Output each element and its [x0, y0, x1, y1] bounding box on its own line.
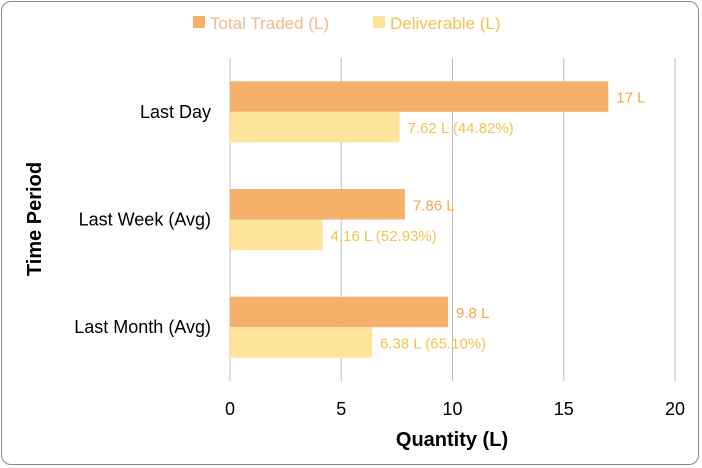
x-tick-label: 20: [665, 399, 685, 419]
x-tick-label: 0: [225, 399, 235, 419]
bar-deliverable: [230, 219, 323, 250]
y-tick-label: Last Month (Avg): [74, 317, 211, 337]
legend-swatch-deliverable: [373, 16, 385, 28]
bar-deliverable: [230, 327, 372, 358]
data-label: 4.16 L (52.93%): [331, 228, 437, 245]
data-label: 6.38 L (65.10%): [380, 335, 486, 352]
legend-swatch-total: [193, 16, 205, 28]
x-tick-label: 5: [336, 399, 346, 419]
bar-total-traded: [230, 296, 449, 328]
x-tick-label: 15: [554, 399, 574, 419]
legend: Total Traded (L) Deliverable (L): [193, 14, 501, 33]
x-tick-label: 10: [442, 399, 462, 419]
bar-deliverable: [230, 111, 400, 143]
bar-total-traded: [230, 189, 405, 220]
y-tick-label: Last Day: [140, 102, 211, 122]
y-axis-title: Time Period: [24, 162, 46, 276]
y-tick-label: Last Week (Avg): [79, 210, 211, 230]
bar-total-traded: [230, 81, 609, 112]
legend-label-total: Total Traded (L): [210, 14, 329, 33]
data-label: 7.86 L: [413, 197, 455, 214]
x-axis-title: Quantity (L): [396, 429, 508, 451]
data-label: 17 L: [616, 90, 645, 107]
data-label: 7.62 L (44.82%): [408, 120, 514, 137]
data-label: 9.8 L: [456, 305, 489, 322]
legend-label-deliverable: Deliverable (L): [390, 14, 501, 33]
